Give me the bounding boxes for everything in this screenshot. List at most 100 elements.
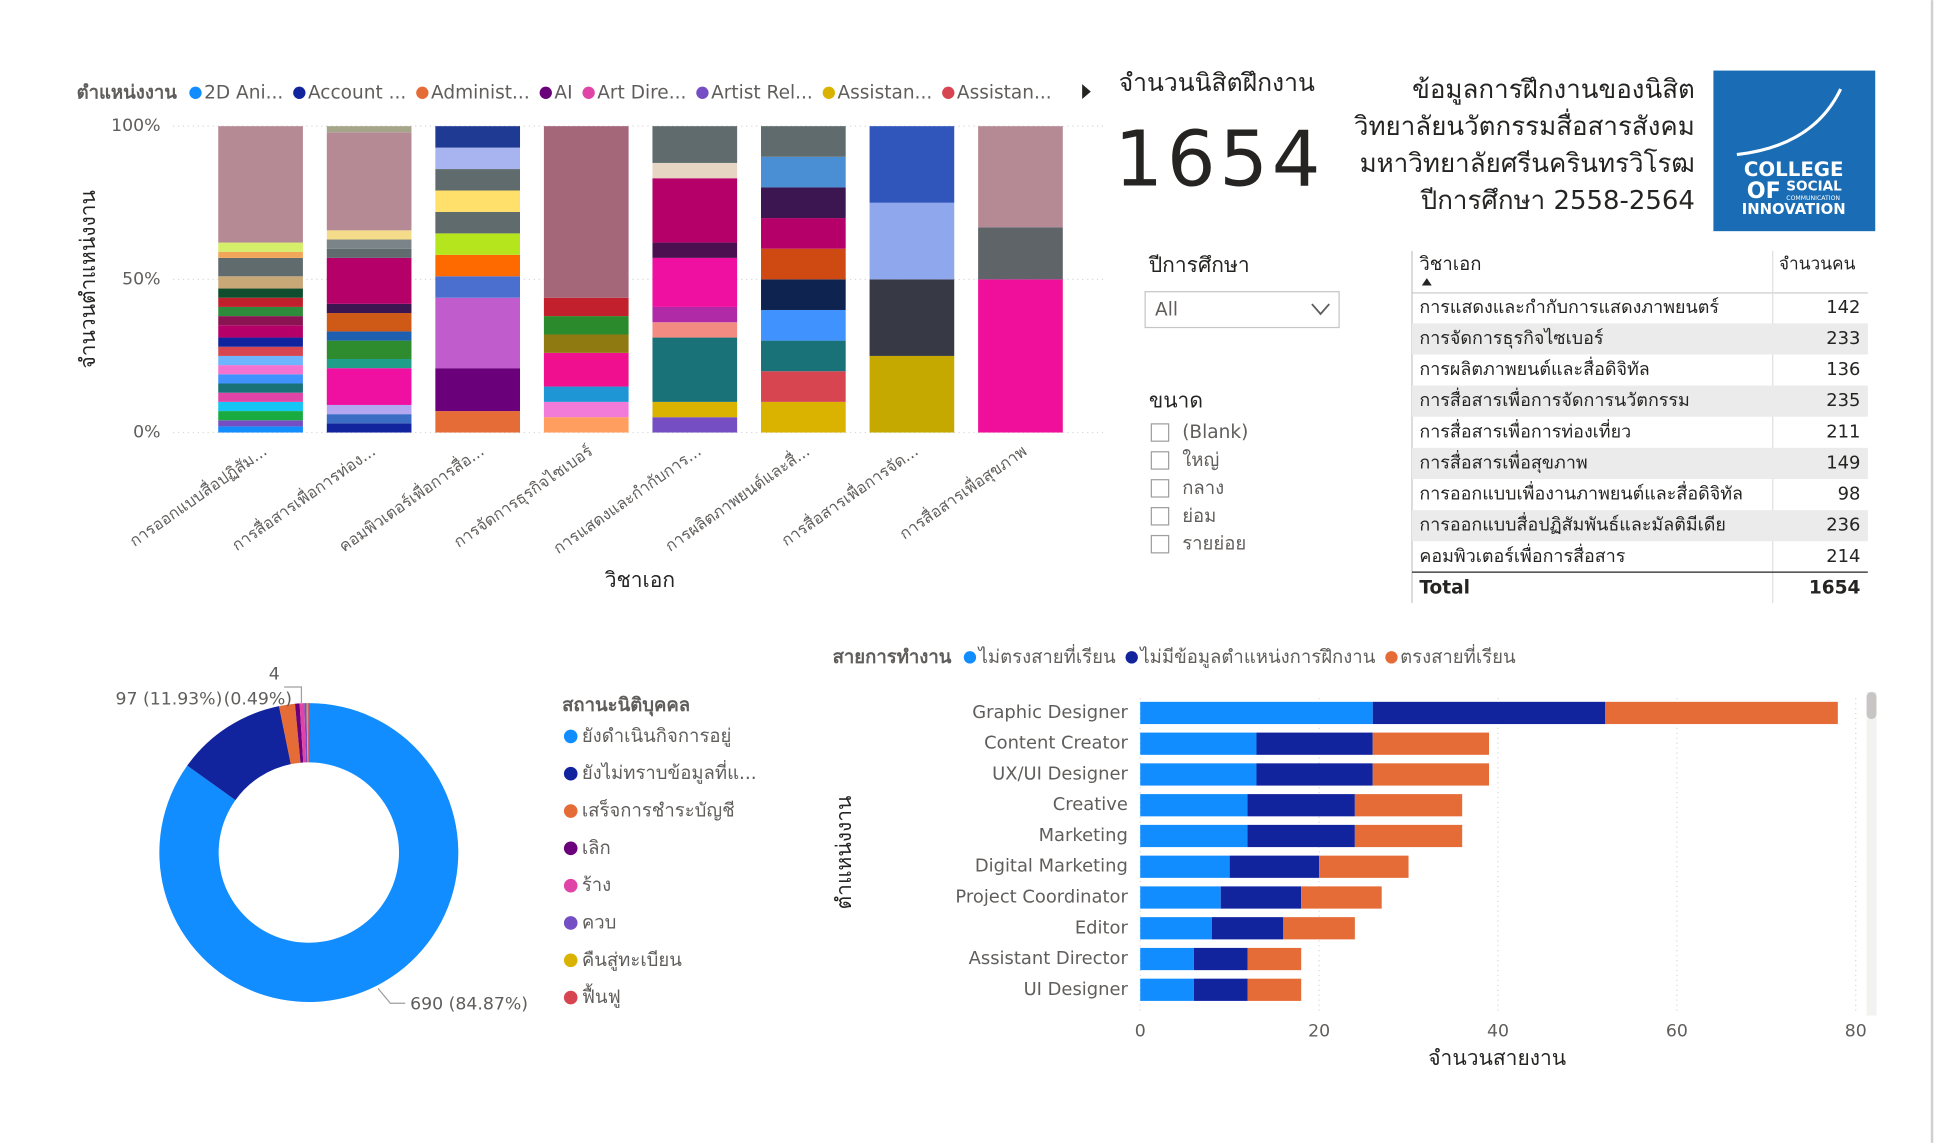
bar-segment <box>1140 794 1248 817</box>
bar-segment <box>1193 947 1248 971</box>
donut-slice <box>299 703 307 763</box>
bar-segment <box>218 383 303 393</box>
bar-segment <box>761 401 846 433</box>
kpi-label: จำนวนนิสิตฝึกงาน <box>1119 68 1315 97</box>
legend-marker <box>563 766 578 781</box>
bar-segment <box>435 126 521 148</box>
bar-segment <box>218 401 303 412</box>
bar-segment <box>761 156 846 188</box>
checkbox[interactable] <box>1150 451 1170 470</box>
report-title-line: ข้อมูลการฝึกงานของนิสิต <box>1412 75 1695 105</box>
legend-title: สถานะนิติบุคคล <box>562 695 690 717</box>
legend-more-arrow[interactable] <box>1082 84 1091 99</box>
bar-segment <box>869 202 955 280</box>
logo-text: SOCIAL <box>1786 179 1842 195</box>
bar-segment <box>326 368 412 405</box>
checkbox[interactable] <box>1150 479 1170 498</box>
bar-segment <box>1372 763 1490 786</box>
logo-arc <box>1736 88 1843 157</box>
report-title-line: ปีการศึกษา 2558-2564 <box>1420 186 1695 216</box>
bar-segment <box>869 355 955 433</box>
bar-segment <box>326 340 412 359</box>
x-tick-label: 0 <box>1135 1022 1146 1042</box>
bar-segment <box>435 233 521 255</box>
table-cell: คอมพิวเตอร์เพื่อการสื่อสาร <box>1419 543 1625 567</box>
bar-segment <box>1247 947 1302 971</box>
y-axis-title: ตำแหน่งงาน <box>832 796 856 910</box>
legend-marker <box>563 729 578 744</box>
bar-segment <box>218 420 303 427</box>
table-cell: การออกแบบสื่อปฏิสัมพันธ์และมัลติมีเดีย <box>1419 512 1726 536</box>
y-tick-label: Marketing <box>1039 825 1128 846</box>
bar-segment <box>761 126 846 157</box>
legend-label: ฟื้นฟู <box>582 983 621 1008</box>
legend-marker <box>1125 651 1138 664</box>
checkbox-label: กลาง <box>1182 478 1224 499</box>
y-tick-label: Content Creator <box>984 733 1128 754</box>
table-cell: การสื่อสารเพื่อการท่องเที่ยว <box>1419 418 1631 442</box>
y-tick-label: Digital Marketing <box>975 856 1128 877</box>
legend-label: ร้าง <box>582 875 611 896</box>
y-tick-label: 50% <box>122 269 160 289</box>
bar-segment <box>1220 886 1302 909</box>
bar-segment <box>978 279 1063 433</box>
legend-label: Account ... <box>308 82 406 103</box>
scrollbar-track[interactable] <box>1866 691 1877 1016</box>
y-tick-label: UI Designer <box>1024 979 1129 1000</box>
bar-segment <box>218 251 303 258</box>
legend-marker <box>822 86 836 99</box>
legend-label: Assistan... <box>957 82 1052 103</box>
bar-segment <box>218 365 303 375</box>
x-tick-label: 80 <box>1845 1022 1867 1042</box>
checkbox[interactable] <box>1150 507 1170 526</box>
bar-segment <box>543 316 629 335</box>
checkbox[interactable] <box>1150 423 1170 442</box>
bar-segment <box>435 368 521 412</box>
bar-segment <box>326 313 412 332</box>
checkbox-label: (Blank) <box>1182 422 1248 443</box>
bar-segment <box>543 386 629 402</box>
legend-marker <box>696 86 709 99</box>
bar-segment <box>1256 732 1373 755</box>
checkbox-label: รายย่อย <box>1182 534 1246 555</box>
donut-slice <box>294 703 304 763</box>
data-label: 690 (84.87%) <box>410 994 528 1014</box>
legend-marker <box>563 804 578 818</box>
legend-label: Artist Rel... <box>711 82 813 103</box>
bar-segment <box>1247 794 1355 817</box>
table-cell: 214 <box>1826 546 1860 567</box>
bar-segment <box>326 239 412 249</box>
bar-segment <box>543 352 629 387</box>
x-tick-label: 40 <box>1487 1022 1509 1042</box>
logo-text: COMMUNICATION <box>1786 195 1840 202</box>
table-cell: การออกแบบเพื่องานภาพยนต์และสื่อดิจิทัล <box>1419 481 1743 505</box>
bar-segment <box>218 288 303 298</box>
table-header: วิชาเอก <box>1419 254 1482 275</box>
y-tick-label: Creative <box>1053 794 1128 815</box>
bar-segment <box>652 322 738 338</box>
table-row-band <box>1411 323 1868 355</box>
bar-segment <box>1372 732 1490 755</box>
table-cell: การแสดงและกำกับการแสดงภาพยนตร์ <box>1419 297 1719 318</box>
dropdown[interactable] <box>1144 291 1340 329</box>
bar-segment <box>218 306 303 317</box>
bar-segment <box>543 417 629 433</box>
legend-label: Assistan... <box>837 82 932 103</box>
bar-segment <box>1140 978 1194 1001</box>
bar-segment <box>543 126 629 298</box>
bar-segment <box>218 411 303 421</box>
table-row-band <box>1411 510 1868 542</box>
scrollbar-thumb[interactable] <box>1866 691 1877 720</box>
bar-segment <box>1229 855 1320 878</box>
bar-segment <box>978 126 1063 228</box>
checkbox[interactable] <box>1150 534 1170 554</box>
y-tick-label: Editor <box>1075 917 1129 938</box>
bar-segment <box>761 371 846 402</box>
dropdown-chevron <box>1311 303 1330 316</box>
bar-segment <box>761 218 846 249</box>
legend-label: ไม่ตรงสายที่เรียน <box>977 644 1116 668</box>
bar-segment <box>652 337 738 402</box>
bar-segment <box>761 279 846 310</box>
table-cell: 236 <box>1826 515 1860 536</box>
